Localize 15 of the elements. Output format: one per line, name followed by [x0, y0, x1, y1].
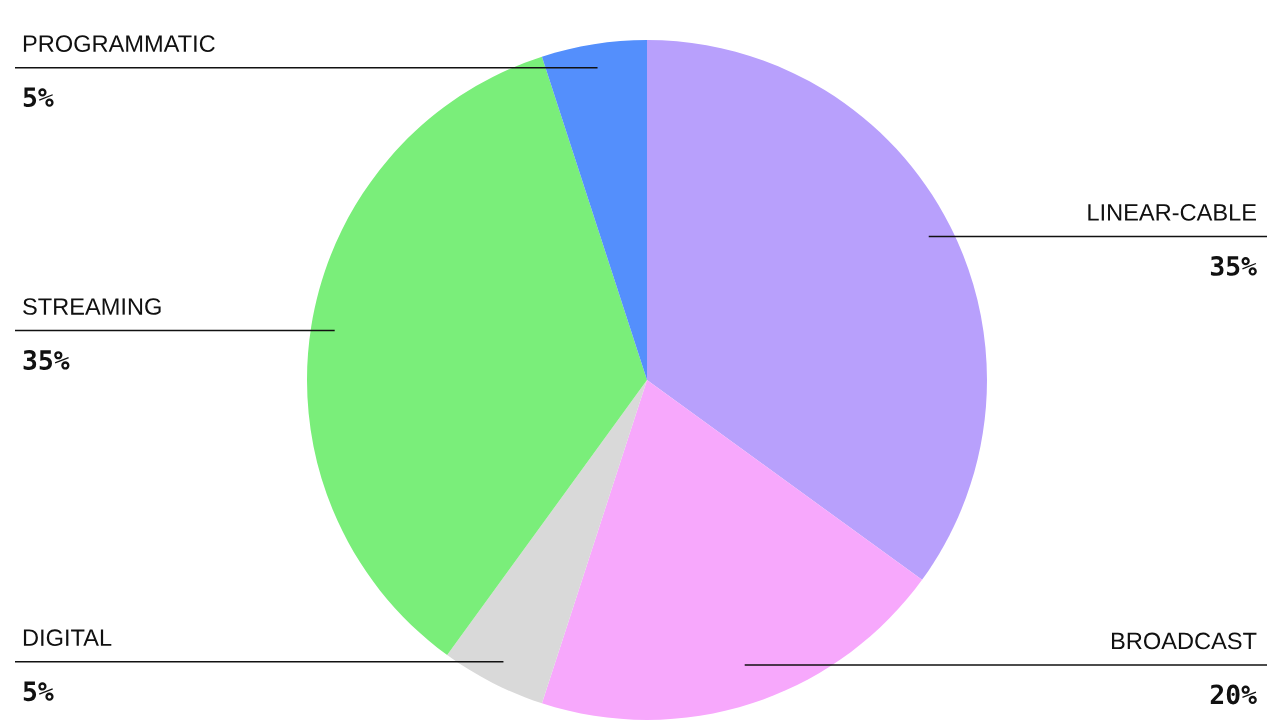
data-label: 5%: [23, 681, 54, 702]
data-label: 20%: [1210, 684, 1257, 705]
slice-label: PROGRAMMATIC: [23, 35, 215, 53]
pie-slice: [541, 40, 647, 380]
pie-slice: [647, 40, 987, 580]
data-label: 5%: [23, 87, 54, 108]
pie-slice: [307, 56, 647, 656]
slice-label: STREAMING: [23, 298, 161, 315]
pie-slice: [541, 380, 923, 720]
data-label: 35%: [23, 350, 70, 370]
pie-slice: [447, 380, 647, 704]
data-label: 35%: [1210, 255, 1257, 276]
slice-label: LINEAR-CABLE: [1088, 204, 1256, 221]
slice-label: DIGITAL: [23, 629, 112, 647]
slice-label: BROADCAST: [1112, 632, 1257, 650]
